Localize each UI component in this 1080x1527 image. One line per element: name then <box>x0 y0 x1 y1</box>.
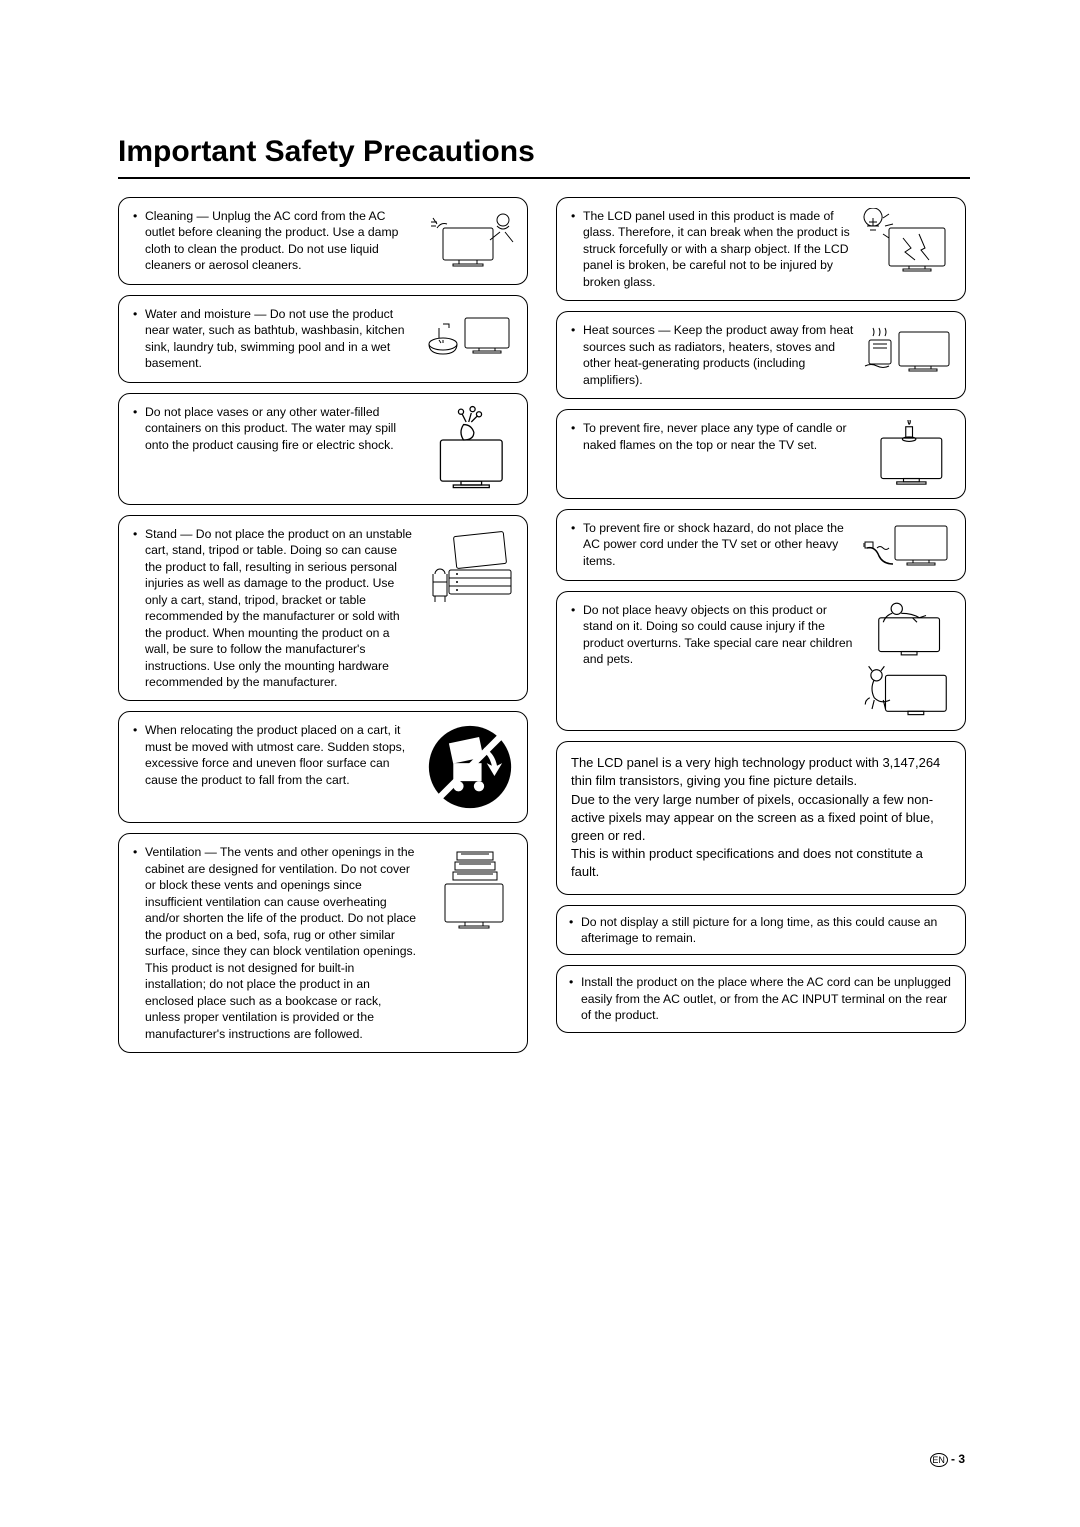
cord-icon <box>863 520 953 570</box>
page-content: Important Safety Precautions Cleaning — … <box>0 0 1080 1053</box>
precaution-text: The LCD panel used in this product is ma… <box>571 208 855 290</box>
precaution-cart: When relocating the product placed on a … <box>118 711 528 823</box>
ventilation-icon <box>425 844 515 934</box>
precaution-text: Heat sources — Keep the product away fro… <box>571 322 855 388</box>
footer-sep: - <box>948 1452 959 1466</box>
precaution-glass: The LCD panel used in this product is ma… <box>556 197 966 301</box>
columns: Cleaning — Unplug the AC cord from the A… <box>118 197 970 1053</box>
water-icon <box>425 306 515 361</box>
note-ac-cord: Install the product on the place where t… <box>556 965 966 1032</box>
child-tv-icon <box>863 602 953 658</box>
lang-badge: EN <box>930 1453 948 1467</box>
precaution-text: Ventilation — The vents and other openin… <box>133 844 417 1042</box>
cart-warning-icon <box>425 722 515 812</box>
precaution-text: To prevent fire or shock hazard, do not … <box>571 520 855 569</box>
precaution-stand: Stand — Do not place the product on an u… <box>118 515 528 702</box>
note-text: Install the product on the place where t… <box>569 974 953 1023</box>
stand-icon <box>425 526 515 606</box>
precaution-text: Do not place heavy objects on this produ… <box>571 602 855 668</box>
right-column: The LCD panel used in this product is ma… <box>556 197 966 1053</box>
note-text: Do not display a still picture for a lon… <box>569 914 953 947</box>
precaution-vase: Do not place vases or any other water-fi… <box>118 393 528 505</box>
heat-icon <box>863 322 953 377</box>
page-footer: EN - 3 <box>930 1452 965 1467</box>
precaution-candle: To prevent fire, never place any type of… <box>556 409 966 499</box>
lcd-info: The LCD panel is a very high technology … <box>556 741 966 894</box>
page-number: 3 <box>958 1452 965 1466</box>
pet-tv-icon <box>863 664 953 720</box>
lcd-info-text: The LCD panel is a very high technology … <box>571 754 951 881</box>
cleaning-icon <box>425 208 515 268</box>
page-title: Important Safety Precautions <box>118 135 970 169</box>
heavy-icons <box>863 602 953 721</box>
precaution-text: Cleaning — Unplug the AC cord from the A… <box>133 208 417 274</box>
precaution-text: Water and moisture — Do not use the prod… <box>133 306 417 372</box>
glass-break-icon <box>863 208 953 278</box>
precaution-text: Stand — Do not place the product on an u… <box>133 526 417 691</box>
precaution-heat: Heat sources — Keep the product away fro… <box>556 311 966 399</box>
candle-icon <box>863 420 953 488</box>
precaution-text: Do not place vases or any other water-fi… <box>133 404 417 453</box>
precaution-heavy: Do not place heavy objects on this produ… <box>556 591 966 732</box>
note-still-picture: Do not display a still picture for a lon… <box>556 905 966 956</box>
precaution-cord: To prevent fire or shock hazard, do not … <box>556 509 966 581</box>
precaution-cleaning: Cleaning — Unplug the AC cord from the A… <box>118 197 528 285</box>
precaution-text: When relocating the product placed on a … <box>133 722 417 788</box>
vase-icon <box>425 404 515 494</box>
left-column: Cleaning — Unplug the AC cord from the A… <box>118 197 528 1053</box>
precaution-ventilation: Ventilation — The vents and other openin… <box>118 833 528 1053</box>
precaution-water: Water and moisture — Do not use the prod… <box>118 295 528 383</box>
divider <box>118 177 970 179</box>
precaution-text: To prevent fire, never place any type of… <box>571 420 855 453</box>
